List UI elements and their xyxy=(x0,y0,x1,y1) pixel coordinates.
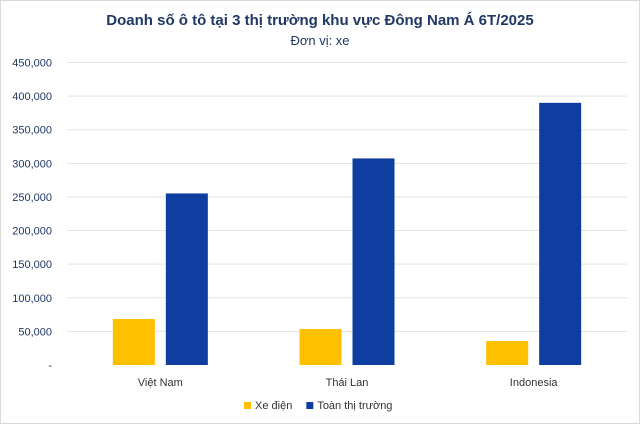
bar-toan-thi-truong xyxy=(539,102,582,365)
y-tick-label: 200,000 xyxy=(12,226,52,238)
y-tick-label: 150,000 xyxy=(12,259,52,271)
bar-toan-thi-truong xyxy=(165,193,208,365)
bar-xe-dien xyxy=(486,341,529,365)
legend-label: Toàn thị trường xyxy=(317,400,392,412)
y-tick-label: 400,000 xyxy=(12,91,52,103)
y-tick-label: 50,000 xyxy=(18,326,52,338)
x-tick-label: Việt Nam xyxy=(138,377,183,389)
y-tick-label: 250,000 xyxy=(12,192,52,204)
chart-title: Doanh số ô tô tại 3 thị trường khu vực Đ… xyxy=(106,12,534,29)
legend-swatch xyxy=(244,402,251,409)
y-tick-label: 100,000 xyxy=(12,293,52,305)
legend-label: Xe điện xyxy=(255,400,292,412)
bar-toan-thi-truong xyxy=(352,158,395,365)
chart-subtitle: Đơn vị: xe xyxy=(290,33,350,48)
y-tick-label: 300,000 xyxy=(12,158,52,170)
legend-swatch xyxy=(306,402,314,409)
x-tick-label: Thái Lan xyxy=(326,377,369,389)
bar-xe-dien xyxy=(299,329,342,365)
bar-xe-dien xyxy=(112,319,155,365)
y-tick-label: - xyxy=(48,360,52,372)
y-tick-label: 350,000 xyxy=(12,125,52,137)
y-tick-label: 450,000 xyxy=(12,58,52,70)
x-tick-label: Indonesia xyxy=(510,377,559,389)
